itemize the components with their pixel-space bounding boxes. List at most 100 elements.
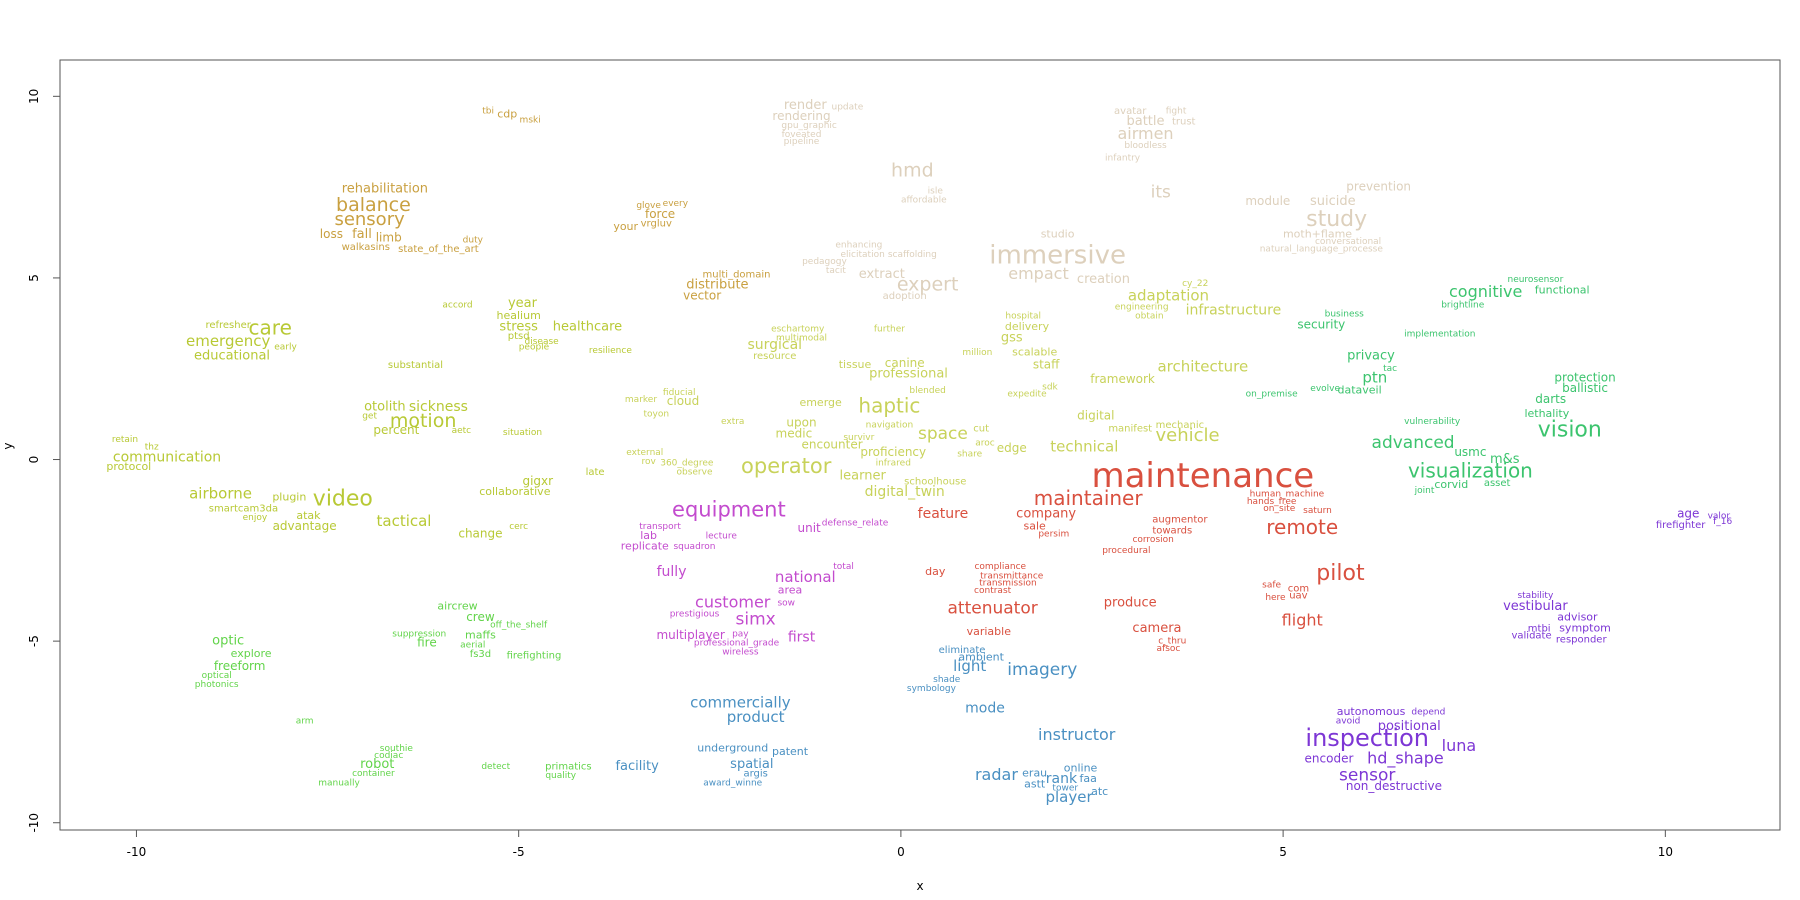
word-point: space <box>918 424 968 444</box>
word-point: vehicle <box>1156 425 1220 446</box>
word-point: maintenance <box>1091 456 1314 496</box>
word-point: 360_degree <box>660 459 714 469</box>
word-point: validate <box>1511 631 1551 642</box>
word-point: optical <box>202 671 232 681</box>
word-point: engineering <box>1115 302 1169 312</box>
word-point: marker <box>625 395 657 405</box>
word-point: instructor <box>1038 725 1116 744</box>
word-point: gpu_graphic <box>781 121 836 131</box>
word-point: stress <box>499 319 538 334</box>
word-point: duty <box>463 235 484 245</box>
word-point: hd_shape <box>1367 749 1444 769</box>
word-point: responder <box>1556 634 1608 645</box>
word-point: share <box>957 450 982 460</box>
word-point: erau <box>1022 767 1047 780</box>
word-point: safe <box>1262 580 1281 590</box>
word-point: simx <box>736 609 776 629</box>
word-point: scaffolding <box>888 250 937 260</box>
word-point: flight <box>1282 611 1323 630</box>
word-point: firefighting <box>507 651 562 662</box>
word-point: darts <box>1535 392 1566 406</box>
word-point: human_machine <box>1250 490 1325 500</box>
word-point: astt <box>1024 778 1046 791</box>
word-point: asset <box>1484 478 1511 489</box>
word-point: firefighter <box>1656 520 1706 531</box>
word-point: player <box>1045 788 1093 806</box>
word-point: brightline <box>1441 301 1485 311</box>
word-point: million <box>962 348 992 358</box>
word-point: com <box>1288 583 1309 594</box>
word-point: walkasins <box>342 242 390 253</box>
word-point: maffs <box>465 629 496 642</box>
word-point: people <box>519 342 550 352</box>
y-tick-label: 10 <box>27 89 41 104</box>
word-point: crew <box>466 610 495 624</box>
word-point: extra <box>721 417 744 427</box>
word-point: transmission <box>979 579 1037 589</box>
word-point: photonics <box>195 680 239 690</box>
word-point: spatial <box>730 757 773 772</box>
word-point: multiplayer <box>656 628 724 642</box>
word-point: freeform <box>214 659 266 673</box>
word-point: vector <box>683 289 721 303</box>
word-point: symbology <box>907 684 957 694</box>
word-point: update <box>832 103 864 113</box>
word-point: protocol <box>106 460 151 473</box>
word-point: tacit <box>826 266 846 276</box>
word-point: argis <box>743 769 767 780</box>
word-point: gss <box>1001 330 1023 345</box>
word-point: surgical <box>747 337 802 353</box>
word-point: privacy <box>1347 349 1395 364</box>
word-point: augmentor <box>1152 514 1208 525</box>
word-point: squadron <box>673 542 715 552</box>
word-point: trust <box>1172 117 1196 128</box>
word-point: lethality <box>1524 407 1569 420</box>
word-point: contrast <box>974 586 1012 596</box>
word-point: c_thru <box>1158 637 1186 647</box>
word-point: product <box>727 708 785 726</box>
word-point: natural_language_processe <box>1260 244 1384 254</box>
word-point: luna <box>1442 736 1477 755</box>
word-point: manifest <box>1108 424 1152 435</box>
word-point: force <box>645 207 675 221</box>
word-point: expedite <box>1007 390 1047 400</box>
word-point: codiac <box>374 751 403 761</box>
word-point: module <box>1245 194 1290 208</box>
word-point: neurosensor <box>1507 275 1563 285</box>
word-point: detect <box>481 762 510 772</box>
word-point: medic <box>776 427 813 441</box>
x-tick-label: 0 <box>897 845 905 859</box>
word-point: isle <box>928 186 944 196</box>
word-point: southie <box>380 744 414 754</box>
word-point: airmen <box>1117 124 1173 143</box>
word-point: cut <box>973 424 989 435</box>
word-point: facility <box>615 759 659 774</box>
word-point: security <box>1297 318 1345 332</box>
word-point: rank <box>1046 771 1078 787</box>
word-point: replicate <box>621 540 669 553</box>
word-point: conversational <box>1315 237 1381 247</box>
word-point: architecture <box>1157 357 1248 375</box>
word-point: encounter <box>802 438 863 452</box>
word-point: dataveil <box>1337 384 1381 397</box>
word-point: otolith <box>364 399 406 414</box>
word-point: ptsd <box>508 331 530 342</box>
word-point: loss <box>320 227 343 241</box>
word-point: optic <box>212 634 244 649</box>
word-point: atak <box>296 509 321 522</box>
word-point: attenuator <box>948 598 1038 618</box>
word-point: avoid <box>1336 717 1361 727</box>
word-point: adaptation <box>1128 287 1209 305</box>
word-point: balance <box>336 194 411 216</box>
word-point: uav <box>1289 591 1307 602</box>
x-tick-label: -10 <box>127 845 147 859</box>
word-point: imagery <box>1007 660 1077 680</box>
word-point: framework <box>1090 372 1155 386</box>
x-tick-label: 5 <box>1279 845 1287 859</box>
word-point: depend <box>1411 707 1445 717</box>
word-point: video <box>313 486 373 511</box>
word-point: smartcam3da <box>209 504 278 515</box>
word-point: shade <box>933 675 961 685</box>
word-point: early <box>274 342 297 352</box>
word-point: disease <box>525 337 560 347</box>
